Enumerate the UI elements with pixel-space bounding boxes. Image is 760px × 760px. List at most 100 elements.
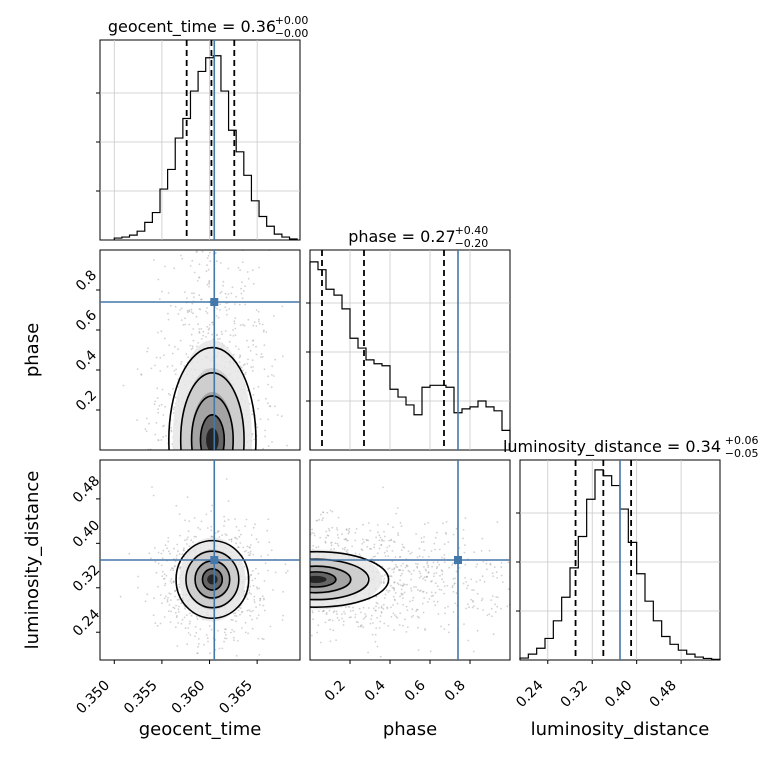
sample-point bbox=[145, 430, 148, 433]
sample-point bbox=[178, 598, 180, 601]
sample-point bbox=[144, 600, 147, 603]
sample-point bbox=[362, 626, 365, 629]
sample-point bbox=[203, 643, 205, 646]
sample-point bbox=[395, 565, 398, 568]
sample-point bbox=[161, 575, 164, 578]
sample-point bbox=[224, 330, 227, 332]
sample-point bbox=[345, 550, 348, 553]
sample-point bbox=[196, 618, 199, 621]
sample-point bbox=[379, 620, 382, 623]
sample-point bbox=[238, 361, 241, 363]
sample-point bbox=[225, 309, 228, 312]
sample-point bbox=[242, 323, 244, 326]
sample-point bbox=[193, 271, 196, 274]
sample-point bbox=[396, 616, 399, 619]
sample-point bbox=[223, 640, 226, 643]
sample-point bbox=[254, 523, 256, 526]
sample-point bbox=[393, 598, 396, 601]
truth-marker bbox=[210, 556, 219, 564]
sample-point bbox=[161, 570, 164, 573]
sample-point bbox=[157, 562, 160, 565]
sample-point bbox=[402, 569, 404, 572]
sample-point bbox=[427, 522, 430, 524]
sample-point bbox=[174, 595, 176, 598]
sample-point bbox=[378, 627, 381, 629]
sample-point bbox=[235, 525, 238, 528]
sample-point bbox=[161, 602, 163, 605]
sample-point bbox=[188, 323, 191, 326]
sample-point bbox=[403, 546, 406, 549]
sample-point bbox=[210, 525, 213, 528]
sample-point bbox=[197, 643, 200, 645]
sample-point bbox=[257, 572, 260, 575]
sample-point bbox=[169, 593, 172, 595]
sample-point bbox=[198, 328, 201, 330]
sample-point bbox=[167, 550, 170, 553]
sample-point bbox=[416, 608, 418, 611]
sample-point bbox=[491, 595, 494, 597]
sample-point bbox=[241, 610, 244, 613]
sample-point bbox=[392, 540, 395, 543]
sample-point bbox=[195, 315, 198, 318]
sample-point bbox=[187, 536, 189, 539]
sample-point bbox=[472, 600, 474, 603]
sample-point bbox=[402, 603, 405, 606]
sample-point bbox=[271, 441, 273, 443]
sample-point bbox=[315, 519, 318, 522]
sample-point bbox=[431, 565, 433, 568]
sample-point bbox=[209, 652, 212, 655]
sample-point bbox=[182, 324, 185, 326]
sample-point bbox=[493, 566, 496, 568]
sample-point bbox=[232, 612, 235, 615]
sample-point bbox=[256, 426, 259, 428]
sample-point bbox=[178, 553, 181, 556]
sample-point bbox=[172, 580, 175, 583]
sample-point bbox=[172, 388, 174, 390]
sample-point bbox=[154, 560, 157, 563]
sample-point bbox=[412, 614, 414, 617]
sample-point bbox=[393, 567, 396, 570]
sample-point bbox=[191, 345, 194, 348]
sample-point bbox=[451, 586, 454, 589]
sample-point bbox=[179, 339, 182, 342]
contour-line bbox=[179, 372, 245, 450]
sample-point bbox=[193, 292, 195, 295]
sample-point bbox=[197, 638, 200, 640]
sample-point bbox=[423, 628, 426, 630]
sample-point bbox=[381, 575, 384, 577]
sample-point bbox=[380, 612, 383, 614]
sample-point bbox=[198, 294, 201, 297]
sample-point bbox=[389, 575, 392, 577]
panel-title: luminosity_distance = 0.34 bbox=[503, 437, 721, 457]
sample-point bbox=[365, 538, 368, 541]
sample-point bbox=[392, 571, 395, 573]
sample-point bbox=[244, 371, 247, 374]
sample-point bbox=[267, 383, 269, 386]
sample-point bbox=[357, 625, 360, 628]
sample-point bbox=[388, 545, 391, 547]
sample-point bbox=[410, 573, 413, 575]
sample-point bbox=[247, 358, 249, 361]
sample-point bbox=[330, 542, 332, 544]
sample-point bbox=[390, 584, 392, 587]
sample-point bbox=[140, 373, 143, 376]
sample-point bbox=[160, 439, 163, 441]
sample-point bbox=[383, 582, 385, 584]
sample-point bbox=[420, 589, 422, 592]
contour-line bbox=[175, 539, 250, 620]
sample-point bbox=[491, 572, 494, 575]
sample-point bbox=[170, 567, 173, 570]
sample-point bbox=[343, 611, 345, 613]
sample-point bbox=[264, 435, 266, 438]
sample-point bbox=[246, 271, 249, 273]
sample-point bbox=[346, 549, 349, 551]
sample-point bbox=[240, 533, 242, 536]
sample-point bbox=[171, 443, 174, 446]
sample-point bbox=[507, 588, 510, 590]
sample-point bbox=[402, 583, 405, 585]
sample-point bbox=[441, 573, 444, 576]
sample-point bbox=[234, 612, 237, 614]
sample-point bbox=[358, 553, 361, 556]
sample-point bbox=[399, 555, 402, 558]
sample-point bbox=[317, 624, 320, 627]
